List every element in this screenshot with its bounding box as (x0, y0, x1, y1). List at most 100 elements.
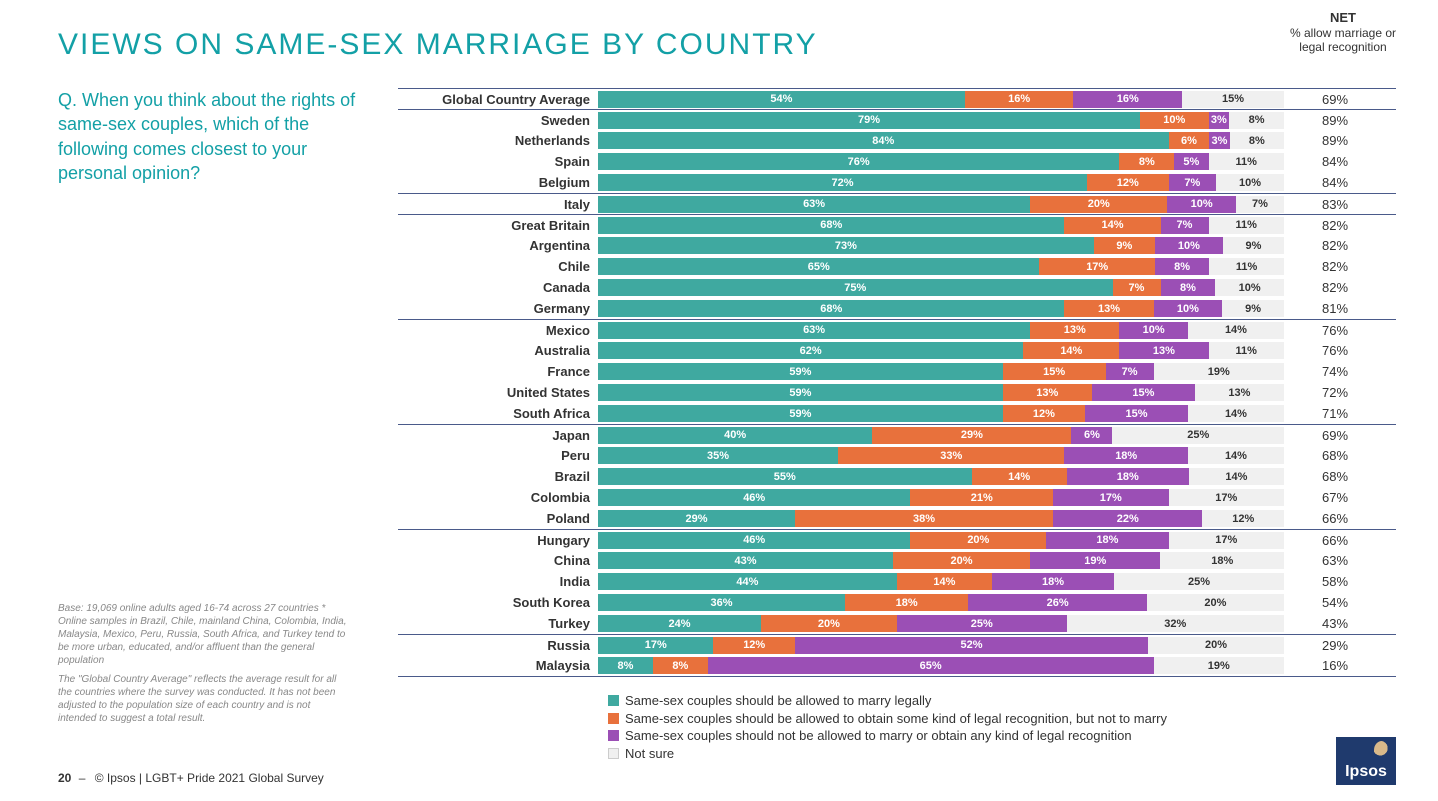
bar-segment: 13% (1030, 322, 1119, 339)
legend-label: Same-sex couples should be allowed to ob… (625, 710, 1167, 728)
bar-segment: 84% (598, 132, 1169, 149)
net-value: 71% (1284, 406, 1374, 421)
footer-copy: © Ipsos | LGBT+ Pride 2021 Global Survey (95, 771, 324, 785)
bar-area: 62%14%13%11% (598, 342, 1284, 359)
bar-segment: 7% (1113, 279, 1161, 296)
bar-area: 84%6%3%8% (598, 132, 1284, 149)
chart-legend: Same-sex couples should be allowed to ma… (608, 692, 1167, 762)
legend-swatch (608, 730, 619, 741)
row-label: Turkey (398, 616, 598, 631)
page-title: VIEWS ON SAME-SEX MARRIAGE BY COUNTRY (58, 28, 818, 62)
bar-area: 72%12%7%10% (598, 174, 1284, 191)
row-label: Mexico (398, 323, 598, 338)
row-label: France (398, 364, 598, 379)
net-value: 76% (1284, 323, 1374, 338)
bar-segment: 29% (872, 427, 1071, 444)
net-value: 66% (1284, 511, 1374, 526)
bar-area: 17%12%52%20% (598, 637, 1284, 654)
chart-row: Argentina73%9%10%9%82% (398, 235, 1396, 256)
bar-segment: 46% (598, 489, 910, 506)
bar-segment: 14% (1188, 322, 1284, 339)
legend-swatch (608, 713, 619, 724)
bar-segment: 25% (1114, 573, 1284, 590)
row-label: Colombia (398, 490, 598, 505)
bar-segment: 75% (598, 279, 1113, 296)
row-label: South Africa (398, 406, 598, 421)
bar-segment: 10% (1216, 174, 1284, 191)
bar-area: 59%15%7%19% (598, 363, 1284, 380)
row-label: Netherlands (398, 133, 598, 148)
net-value: 89% (1284, 133, 1374, 148)
row-label: United States (398, 385, 598, 400)
row-label: Peru (398, 448, 598, 463)
bar-segment: 33% (838, 447, 1064, 464)
bar-segment: 32% (1067, 615, 1284, 632)
bar-segment: 20% (761, 615, 897, 632)
bar-segment: 15% (1182, 91, 1284, 108)
bar-segment: 26% (968, 594, 1146, 611)
bar-area: 8%8%65%19% (598, 657, 1284, 674)
bar-segment: 65% (598, 258, 1039, 275)
chart-row: Great Britain68%14%7%11%82% (398, 214, 1396, 235)
chart-row: India44%14%18%25%58% (398, 571, 1396, 592)
bar-segment: 6% (1169, 132, 1210, 149)
legend-swatch (608, 748, 619, 759)
net-value: 89% (1284, 113, 1374, 128)
row-label: Canada (398, 280, 598, 295)
legend-item: Not sure (608, 745, 1167, 763)
bar-area: 79%10%3%8% (598, 112, 1284, 129)
chart-row: South Africa59%12%15%14%71% (398, 403, 1396, 424)
bar-segment: 7% (1236, 196, 1284, 213)
bar-segment: 8% (1161, 279, 1216, 296)
chart-row: Belgium72%12%7%10%84% (398, 172, 1396, 193)
bar-segment: 14% (1188, 447, 1284, 464)
net-value: 69% (1284, 92, 1374, 107)
chart-row: Sweden79%10%3%8%89% (398, 109, 1396, 130)
net-value: 72% (1284, 385, 1374, 400)
bar-segment: 17% (598, 637, 713, 654)
bar-area: 35%33%18%14% (598, 447, 1284, 464)
bar-segment: 12% (1202, 510, 1284, 527)
bar-segment: 19% (1154, 363, 1284, 380)
bar-segment: 11% (1209, 342, 1284, 359)
row-label: Belgium (398, 175, 598, 190)
bar-segment: 63% (598, 196, 1030, 213)
net-value: 74% (1284, 364, 1374, 379)
chart-row: Hungary46%20%18%17%66% (398, 529, 1396, 550)
bar-segment: 10% (1155, 237, 1223, 254)
chart-row: Italy63%20%10%7%83% (398, 193, 1396, 214)
bar-segment: 11% (1209, 258, 1284, 275)
chart-row: Russia17%12%52%20%29% (398, 634, 1396, 655)
chart-row: France59%15%7%19%74% (398, 361, 1396, 382)
bar-segment: 18% (1046, 532, 1168, 549)
row-label: Global Country Average (398, 92, 598, 107)
bar-segment: 25% (1112, 427, 1284, 444)
bar-segment: 8% (653, 657, 708, 674)
bar-area: 68%13%10%9% (598, 300, 1284, 317)
legend-item: Same-sex couples should not be allowed t… (608, 727, 1167, 745)
base-note-p2: The "Global Country Average" reflects th… (58, 673, 348, 725)
bar-segment: 55% (598, 468, 972, 485)
bar-segment: 29% (598, 510, 795, 527)
bar-segment: 72% (598, 174, 1087, 191)
chart-row: Australia62%14%13%11%76% (398, 340, 1396, 361)
legend-item: Same-sex couples should be allowed to ma… (608, 692, 1167, 710)
bar-segment: 15% (1092, 384, 1195, 401)
legend-label: Same-sex couples should not be allowed t… (625, 727, 1132, 745)
row-label: Malaysia (398, 658, 598, 673)
bar-segment: 20% (910, 532, 1046, 549)
bar-segment: 12% (1087, 174, 1169, 191)
row-label: Poland (398, 511, 598, 526)
row-label: India (398, 574, 598, 589)
bar-segment: 22% (1053, 510, 1202, 527)
bar-area: 46%20%18%17% (598, 532, 1284, 549)
bar-segment: 38% (795, 510, 1053, 527)
bar-segment: 25% (897, 615, 1067, 632)
bar-segment: 20% (1147, 594, 1284, 611)
bar-area: 73%9%10%9% (598, 237, 1284, 254)
bar-area: 54%16%16%15% (598, 91, 1284, 108)
row-label: Australia (398, 343, 598, 358)
net-value: 82% (1284, 280, 1374, 295)
chart-row: Turkey24%20%25%32%43% (398, 613, 1396, 634)
bar-segment: 9% (1222, 300, 1284, 317)
